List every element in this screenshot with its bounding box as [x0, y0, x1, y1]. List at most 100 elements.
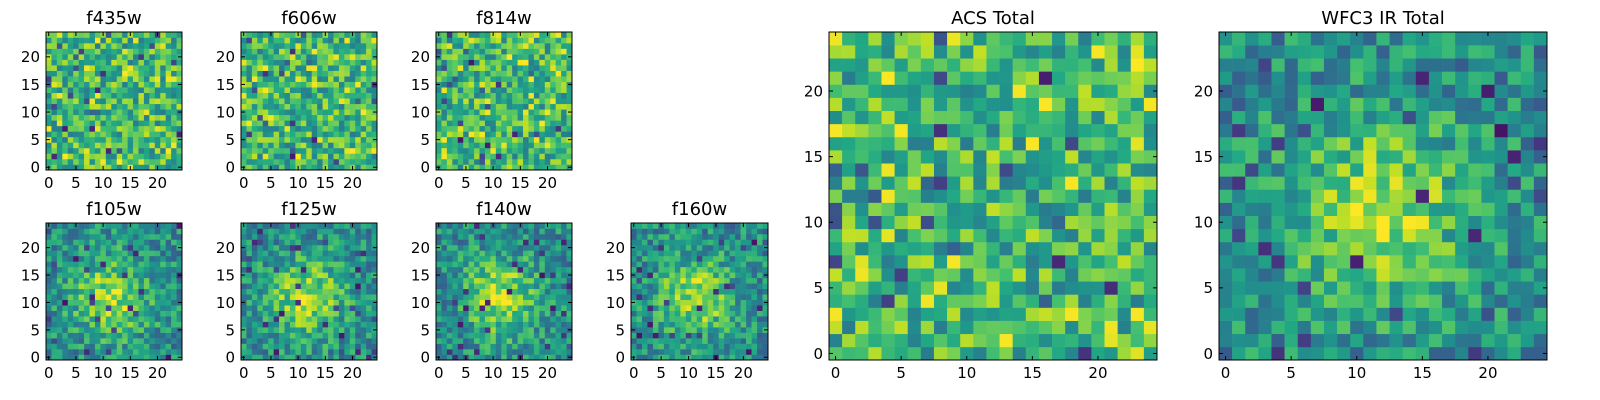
heatmap-cell [300, 103, 307, 110]
heatmap-cell [89, 349, 96, 355]
heatmap-cell [663, 272, 670, 279]
heatmap-cell [457, 354, 464, 361]
heatmap-cell [740, 272, 747, 279]
heatmap-cell [533, 76, 540, 82]
heatmap-cell [484, 76, 491, 82]
heatmap-cell [78, 239, 85, 246]
heatmap-cell [246, 37, 253, 44]
heatmap-cell [333, 244, 340, 251]
heatmap-cell [702, 310, 709, 317]
heatmap-cell [474, 98, 480, 105]
heatmap-cell [544, 250, 551, 257]
heatmap-cell [56, 92, 63, 99]
heatmap-cell [544, 316, 551, 322]
heatmap-cell [512, 305, 518, 311]
heatmap-cell [360, 158, 367, 165]
heatmap-cell [555, 109, 562, 116]
heatmap-cell [512, 43, 518, 49]
heatmap-cell [366, 59, 372, 66]
heatmap-cell [349, 153, 356, 160]
heatmap-cell [100, 327, 107, 333]
heatmap-cell [171, 48, 177, 55]
heatmap-cell [257, 109, 264, 116]
heatmap-cell [501, 131, 508, 138]
heatmap-cell [641, 294, 648, 301]
heatmap-cell [73, 299, 79, 306]
heatmap-cell [371, 120, 378, 127]
heatmap-cell [446, 277, 453, 284]
heatmap-cell [729, 354, 736, 361]
heatmap-cell [62, 305, 69, 311]
heatmap-cell [371, 266, 378, 273]
heatmap-cell [344, 316, 351, 322]
heatmap-cell [947, 228, 961, 243]
heatmap-cell [62, 277, 69, 284]
heatmap-cell [829, 346, 843, 361]
heatmap-cell [289, 316, 296, 322]
heatmap-cell [533, 142, 540, 149]
heatmap-cell [268, 338, 274, 344]
heatmap-cell [246, 272, 253, 279]
heatmap-cell [533, 233, 540, 240]
heatmap-cell [338, 147, 345, 154]
heatmap-cell [561, 147, 567, 154]
heatmap-cell [441, 43, 448, 49]
heatmap-cell [295, 261, 302, 268]
heatmap-cell [474, 54, 480, 60]
heatmap-cell [523, 321, 529, 328]
heatmap-cell [89, 81, 96, 88]
heatmap-cell [550, 305, 556, 311]
heatmap-cell [328, 131, 334, 138]
heatmap-cell [561, 136, 567, 143]
heatmap-cell [366, 70, 372, 77]
heatmap-cell [973, 255, 987, 269]
heatmap-cell [539, 327, 546, 333]
heatmap-cell [517, 54, 524, 60]
heatmap-cell [484, 109, 491, 116]
heatmap-cell [474, 136, 480, 143]
heatmap-cell [73, 131, 79, 138]
heatmap-cell [171, 338, 177, 344]
heatmap-cell [468, 114, 475, 121]
heatmap-cell [506, 294, 513, 301]
heatmap-cell [468, 338, 475, 344]
heatmap-cell [246, 310, 253, 317]
heatmap-cell [306, 109, 313, 116]
heatmap-cell [544, 76, 551, 82]
heatmap-cell [718, 327, 725, 333]
heatmap-cell [762, 283, 769, 290]
heatmap-cell [84, 299, 90, 306]
heatmap-cell [696, 255, 703, 262]
heatmap-cell [757, 223, 763, 229]
heatmap-cell [490, 332, 497, 339]
heatmap-cell [523, 87, 529, 94]
heatmap-cell [457, 120, 464, 127]
heatmap-cell [463, 98, 469, 105]
heatmap-cell [149, 327, 156, 333]
heatmap-cell [133, 223, 139, 229]
heatmap-cell [523, 272, 529, 279]
heatmap-cell [474, 103, 480, 110]
heatmap-cell [829, 281, 843, 295]
heatmap-cell [474, 92, 480, 99]
heatmap-cell [46, 37, 52, 44]
heatmap-cell [528, 223, 535, 229]
heatmap-cell [907, 241, 922, 256]
heatmap-cell [322, 316, 329, 322]
heatmap-cell [338, 228, 345, 235]
heatmap-cell [51, 54, 58, 60]
heatmap-cell [94, 158, 101, 165]
heatmap-cell [100, 310, 107, 317]
heatmap-cell [251, 158, 258, 165]
heatmap-cell [1052, 202, 1066, 216]
heatmap-cell [495, 70, 502, 77]
heatmap-cell [349, 142, 356, 149]
heatmap-cell [116, 338, 123, 344]
heatmap-cell [441, 114, 448, 121]
heatmap-cell [300, 81, 307, 88]
heatmap-cell [452, 48, 459, 55]
heatmap-cell [89, 332, 96, 339]
heatmap-cell [517, 59, 524, 66]
heatmap-cell [680, 305, 687, 311]
heatmap-cell [56, 354, 63, 361]
